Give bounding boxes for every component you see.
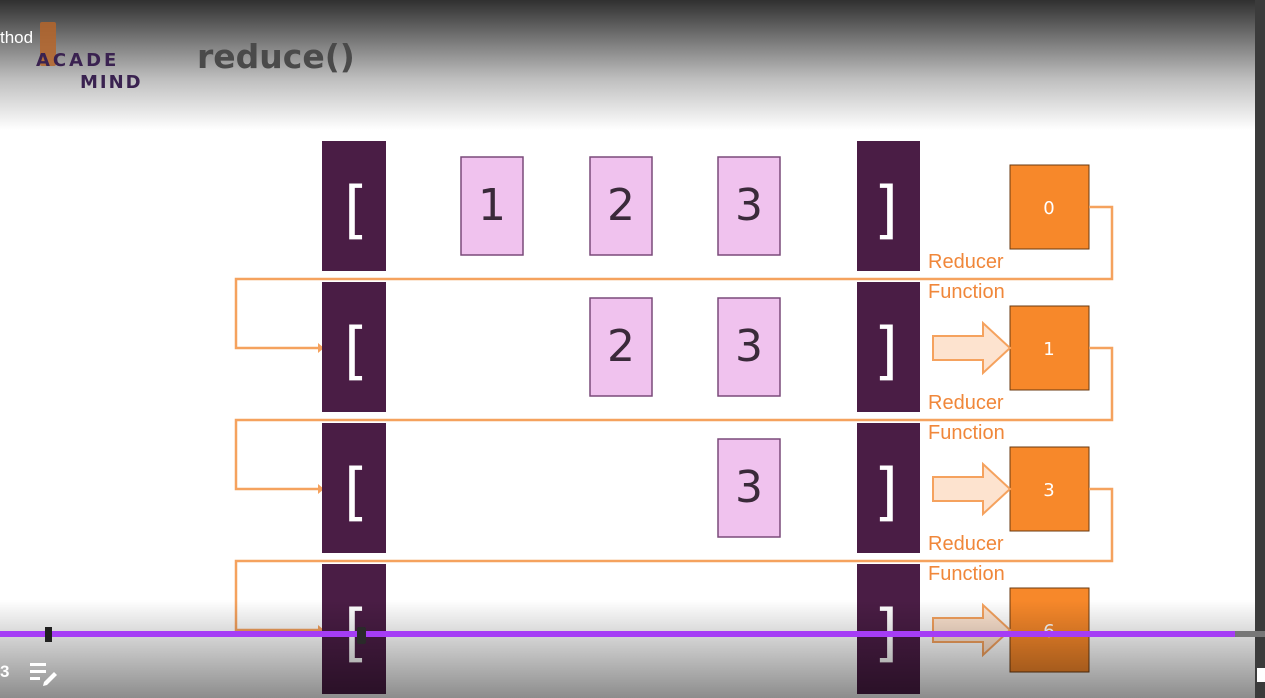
logo-mark-icon: [40, 22, 56, 66]
bracket-left-bar: [322, 564, 386, 694]
logo-text-line1: ACADE: [36, 50, 120, 71]
accumulator-value: 1: [1043, 339, 1054, 360]
bracket-left-bar: [322, 282, 386, 412]
time-display: 3: [0, 662, 10, 681]
array-element-value: 3: [735, 180, 763, 231]
array-element-value: 2: [607, 321, 635, 372]
array-element-box: [589, 297, 653, 397]
player-right-edge: [1255, 0, 1265, 698]
bracket-left-bar: [322, 141, 386, 271]
logo-text-line2: MIND: [80, 72, 143, 93]
array-element-value: 3: [735, 462, 763, 513]
array-element-box: [460, 156, 524, 256]
flow-connector-line: [234, 346, 1114, 491]
reducer-label-line1: Reducer: [928, 251, 1004, 273]
chapter-marker: [45, 627, 52, 642]
bracket-left-glyph: [: [344, 314, 368, 387]
bracket-left-glyph: [: [344, 455, 368, 528]
video-bottom-overlay: [0, 600, 1255, 698]
array-element-value: 3: [735, 321, 763, 372]
accumulator-box: [1009, 587, 1090, 673]
reducer-label-line1: Reducer: [928, 392, 1004, 414]
flow-arrowhead-icon: [318, 343, 324, 353]
video-top-overlay: [0, 0, 1255, 130]
array-element-value: 2: [607, 180, 635, 231]
reducer-label-line2: Function: [928, 422, 1005, 444]
reducer-arrow-icon: [932, 320, 1012, 376]
array-element-box: [717, 438, 781, 538]
array-element-box: [589, 156, 653, 256]
slide-title: reduce(): [197, 37, 355, 76]
fullscreen-icon[interactable]: [1257, 668, 1265, 682]
video-title[interactable]: thod: [0, 28, 34, 47]
array-element-value: 1: [478, 180, 506, 231]
bracket-left-bar: [322, 423, 386, 553]
bracket-right-glyph: ]: [874, 173, 898, 246]
reducer-label-line1: Reducer: [928, 533, 1004, 555]
flow-arrowhead-icon: [318, 484, 324, 494]
bracket-right-bar: [857, 564, 920, 694]
bracket-right-bar: [857, 141, 920, 271]
flow-connector-line: [234, 205, 1114, 350]
reducer-label-line2: Function: [928, 281, 1005, 303]
bracket-right-glyph: ]: [874, 314, 898, 387]
reducer-arrow-icon: [932, 602, 1012, 658]
bracket-right-bar: [857, 423, 920, 553]
bracket-right-glyph: ]: [874, 455, 898, 528]
playlist-edit-icon[interactable]: [30, 660, 60, 686]
reducer-label-line2: Function: [928, 563, 1005, 585]
accumulator-box: [1009, 446, 1090, 532]
array-element-box: [717, 297, 781, 397]
reducer-arrow-icon: [932, 461, 1012, 517]
bracket-left-glyph: [: [344, 173, 368, 246]
accumulator-box: [1009, 164, 1090, 250]
progress-handle[interactable]: [357, 627, 366, 644]
accumulator-value: 0: [1043, 198, 1054, 219]
array-element-box: [717, 156, 781, 256]
flow-connector-line: [234, 487, 1114, 632]
accumulator-value: 3: [1043, 480, 1054, 501]
bracket-right-bar: [857, 282, 920, 412]
progress-played: [0, 631, 1235, 637]
